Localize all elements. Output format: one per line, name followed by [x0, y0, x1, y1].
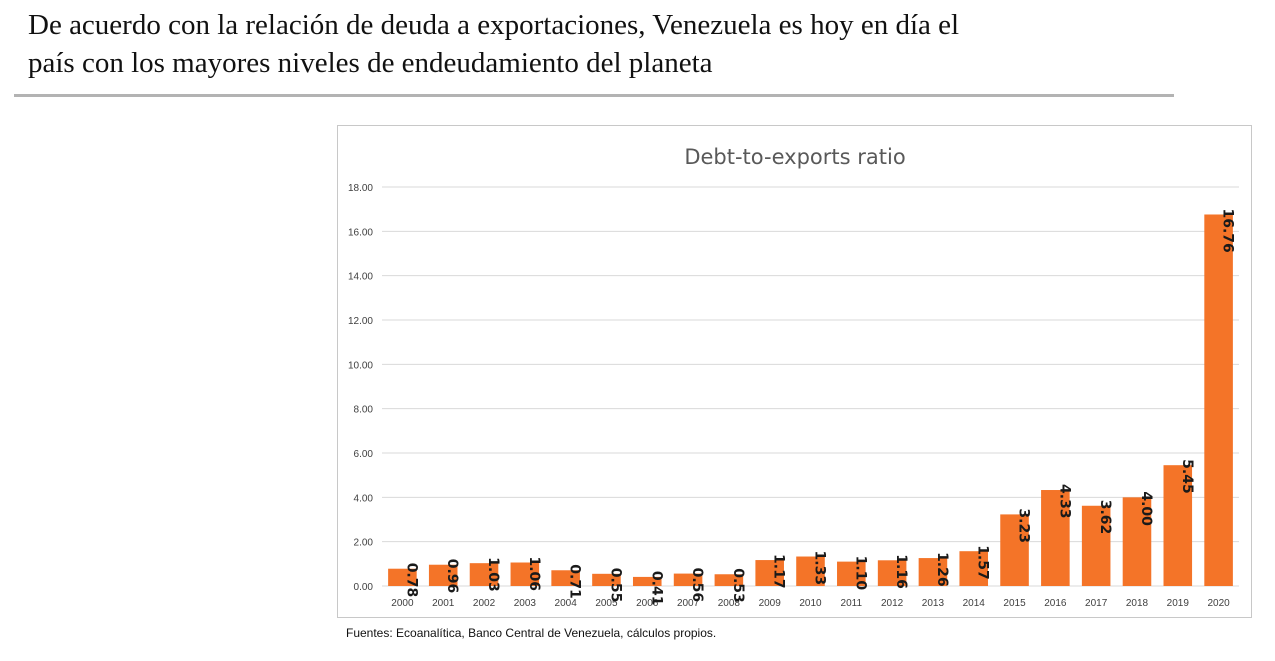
x-tick-label: 2002	[473, 598, 496, 609]
y-tick-label: 18.00	[348, 183, 373, 194]
bar-2014	[959, 551, 989, 586]
bar-2006	[632, 576, 662, 586]
y-tick-label: 12.00	[348, 316, 373, 327]
x-tick-label: 2012	[881, 598, 904, 609]
source-note: Fuentes: Ecoanalítica, Banco Central de …	[346, 626, 717, 640]
data-label: 0.71	[567, 564, 583, 599]
x-tick-label: 2014	[963, 598, 986, 609]
x-tick-label: 2005	[595, 598, 618, 609]
x-tick-label: 2008	[718, 598, 741, 609]
bar-2011	[837, 561, 866, 586]
data-label: 1.06	[526, 557, 542, 592]
data-label: 0.55	[607, 568, 623, 603]
data-labels: 0.78 0.96 1.03 1.06 0.71 0.55 0.41 0.56 0.53 1.17…	[403, 208, 1235, 605]
data-label: 0.78	[403, 563, 419, 598]
data-label: 3.23	[1016, 508, 1032, 543]
title-divider	[14, 94, 1174, 97]
bar-2001	[428, 564, 458, 586]
bar-2012	[877, 560, 907, 586]
bar-2010	[796, 556, 825, 586]
data-label: 16.76	[1220, 208, 1236, 252]
x-axis-tick-labels: 2000 2001 2002 2003 2004 2005 2006 2007 2008 2009…	[391, 598, 1230, 609]
bar-2016	[1041, 490, 1070, 586]
data-label: 1.57	[975, 545, 991, 580]
data-label: 1.03	[485, 557, 501, 592]
debt-to-exports-bar-chart: Debt-to-exports ratio 0.00 2.00 4.00 6.00 8.…	[348, 145, 1239, 609]
bar-2015	[1000, 514, 1029, 586]
slide-title: De acuerdo con la relación de deuda a ex…	[28, 6, 1148, 82]
y-tick-label: 8.00	[354, 405, 374, 416]
y-tick-label: 4.00	[354, 493, 374, 504]
data-label: 1.33	[812, 551, 828, 586]
data-label: 3.62	[1097, 500, 1113, 535]
x-tick-label: 2007	[677, 598, 700, 609]
data-label: 1.26	[934, 552, 950, 587]
y-tick-label: 0.00	[354, 582, 374, 593]
x-tick-label: 2011	[841, 598, 863, 609]
bars	[388, 214, 1233, 586]
x-tick-label: 2009	[759, 598, 782, 609]
bar-2020	[1204, 214, 1233, 586]
data-label: 1.17	[771, 554, 787, 589]
x-tick-label: 2018	[1126, 598, 1149, 609]
data-label: 1.16	[893, 554, 909, 589]
x-tick-label: 2015	[1003, 598, 1026, 609]
data-label: 5.45	[1179, 459, 1195, 494]
x-tick-label: 2016	[1044, 598, 1067, 609]
x-tick-label: 2006	[636, 598, 659, 609]
data-label: 0.41	[648, 571, 664, 606]
x-tick-label: 2017	[1085, 598, 1108, 609]
chart-title: Debt-to-exports ratio	[684, 145, 905, 169]
x-tick-label: 2013	[922, 598, 945, 609]
bar-2008	[714, 574, 744, 586]
bar-2004	[551, 570, 580, 586]
y-tick-label: 14.00	[348, 272, 373, 283]
y-axis-tick-labels: 0.00 2.00 4.00 6.00 8.00 10.00 12.00 14.00 16.00…	[348, 183, 373, 593]
x-tick-label: 2000	[391, 598, 414, 609]
bar-2009	[755, 560, 784, 586]
x-tick-label: 2010	[799, 598, 822, 609]
bar-2005	[592, 573, 621, 586]
data-label: 1.10	[852, 556, 868, 591]
bar-2007	[673, 573, 703, 586]
data-label: 4.00	[1138, 491, 1154, 526]
bar-2000	[388, 568, 417, 586]
x-tick-label: 2020	[1207, 598, 1230, 609]
y-tick-label: 6.00	[354, 449, 374, 460]
gridlines	[382, 186, 1239, 587]
slide-title-line-1: De acuerdo con la relación de deuda a ex…	[28, 9, 960, 41]
bar-2013	[918, 558, 948, 586]
chart-container: Debt-to-exports ratio 0.00 2.00 4.00 6.00 8.…	[337, 125, 1252, 618]
bar-2003	[510, 562, 540, 586]
y-tick-label: 10.00	[348, 360, 373, 371]
data-label: 0.96	[444, 559, 460, 594]
data-label: 0.56	[689, 568, 705, 603]
y-tick-label: 2.00	[354, 538, 374, 549]
bar-2017	[1081, 505, 1111, 586]
y-tick-label: 16.00	[348, 227, 373, 238]
bar-2019	[1163, 465, 1193, 586]
x-tick-label: 2001	[432, 598, 455, 609]
data-label: 4.33	[1056, 484, 1072, 519]
slide-title-line-2: país con los mayores niveles de endeudam…	[28, 47, 713, 79]
x-tick-label: 2003	[514, 598, 537, 609]
bar-2002	[469, 563, 499, 586]
data-label: 0.53	[730, 568, 746, 603]
bar-2018	[1122, 497, 1152, 586]
x-tick-label: 2004	[555, 598, 578, 609]
x-tick-label: 2019	[1167, 598, 1190, 609]
